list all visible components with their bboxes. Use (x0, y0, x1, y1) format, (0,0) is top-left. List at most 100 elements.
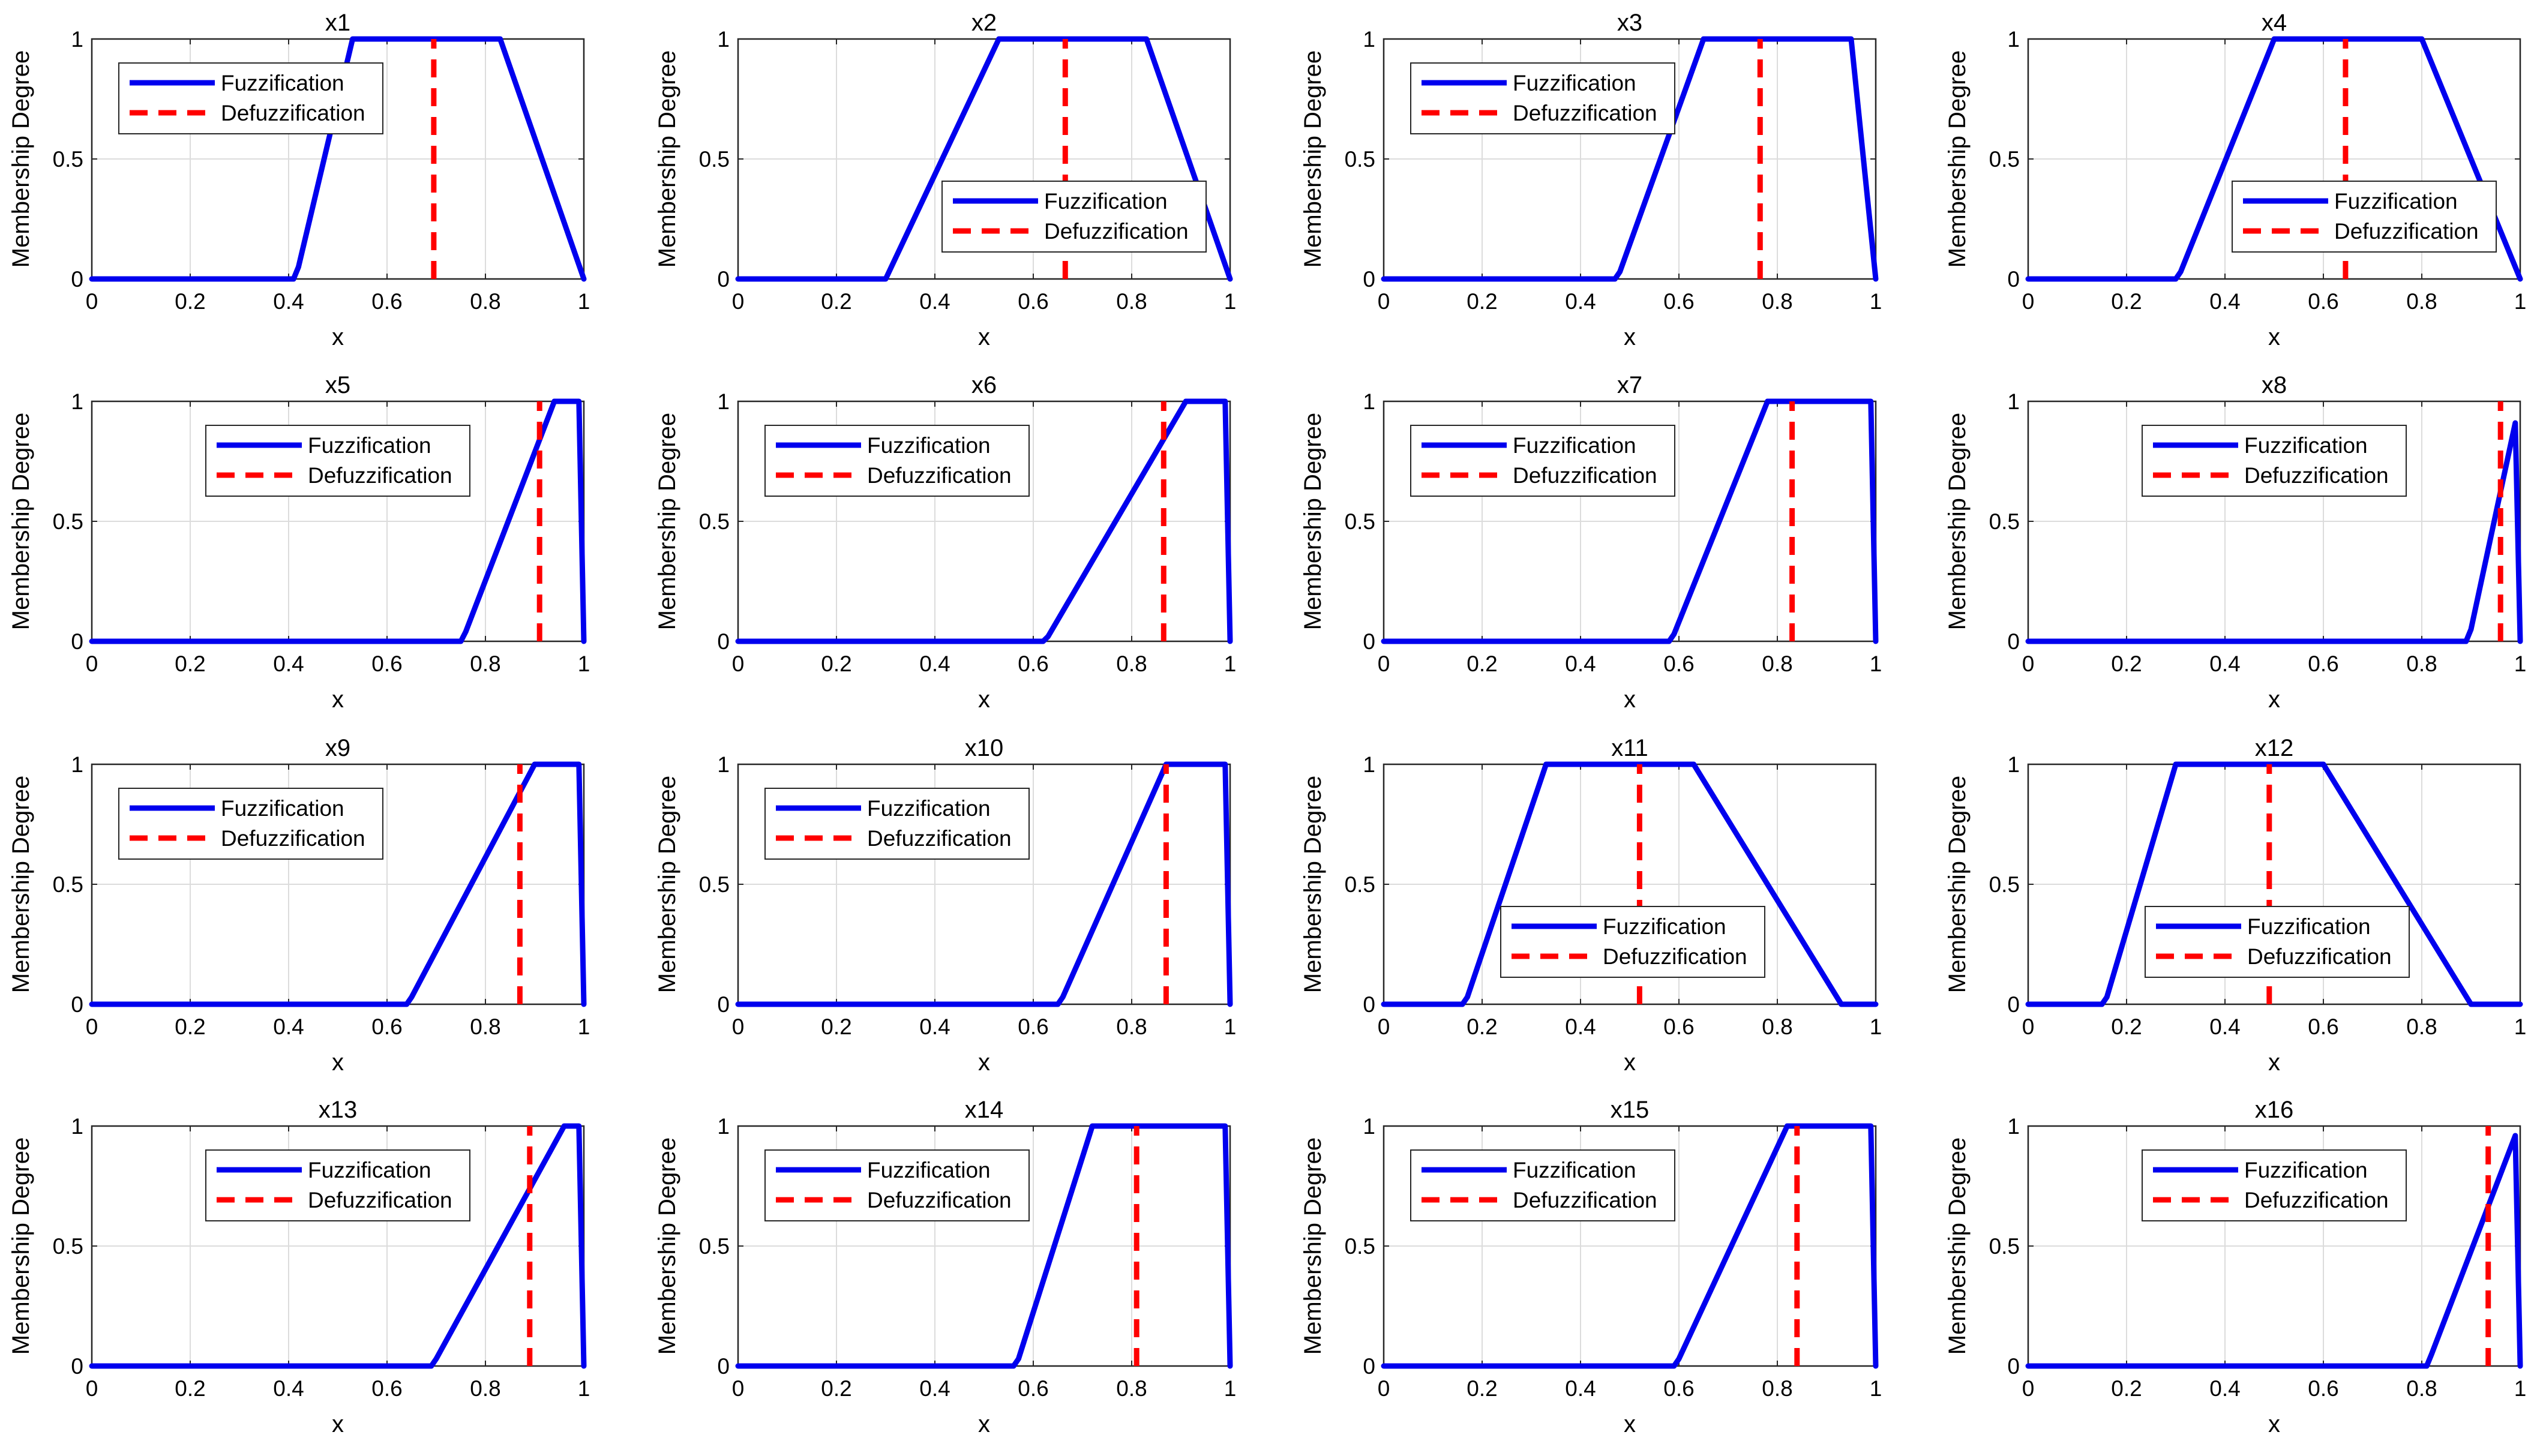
legend-label: Fuzzification (221, 71, 344, 95)
x-tick-label: 0.6 (371, 652, 402, 676)
legend-box (205, 425, 470, 497)
legend-label: Fuzzification (2247, 914, 2371, 939)
x-axis-label: x (1624, 1049, 1636, 1076)
x-tick-label: 0.2 (821, 1014, 851, 1039)
x-tick-label: 0.2 (2111, 1376, 2142, 1401)
y-tick-label: 0 (2007, 1354, 2020, 1379)
x-tick-label: 0 (86, 289, 98, 314)
legend: Fuzzification Defuzzification (2142, 425, 2407, 497)
subplot-x4: 0 0.2 0.4 0.6 0.8 1 0 0.5 1 x4 x Membership Degree F… (1944, 10, 2526, 350)
y-tick-label: 1 (1363, 1114, 1375, 1139)
legend-label: Fuzzification (2244, 1158, 2368, 1182)
y-tick-label: 0.5 (1989, 147, 2020, 172)
x-tick-label: 1 (578, 1376, 590, 1401)
legend-box (764, 788, 1030, 860)
legend-box (2145, 906, 2410, 978)
x-tick-label: 1 (1224, 1376, 1237, 1401)
legend-box (764, 1149, 1030, 1221)
x-tick-label: 0.4 (2209, 1014, 2240, 1039)
x-tick-label: 0 (2022, 1014, 2035, 1039)
y-axis-label: Membership Degree (1944, 50, 1971, 268)
x-tick-label: 0.2 (175, 1376, 205, 1401)
y-tick-label: 1 (2007, 752, 2020, 777)
x-tick-label: 0.2 (1467, 652, 1497, 676)
y-tick-label: 0 (71, 1354, 83, 1379)
x-tick-label: 0.6 (1018, 652, 1048, 676)
legend-box (941, 181, 1207, 253)
subplot-title: x11 (1611, 735, 1648, 761)
x-tick-label: 0.8 (2406, 289, 2437, 314)
subplot-x5: 0 0.2 0.4 0.6 0.8 1 0 0.5 1 x5 x Membership Degree F… (8, 372, 590, 713)
subplot-x10: 0 0.2 0.4 0.6 0.8 1 0 0.5 1 x10 x Membership Degree… (654, 735, 1236, 1076)
y-axis-label: Membership Degree (1300, 413, 1326, 630)
y-tick-label: 1 (717, 389, 730, 414)
y-tick-label: 1 (2007, 27, 2020, 52)
y-tick-label: 1 (71, 1114, 83, 1139)
x-tick-label: 0.8 (1116, 652, 1147, 676)
x-tick-label: 0 (1378, 1014, 1390, 1039)
x-tick-label: 1 (578, 1014, 590, 1039)
y-tick-label: 0 (717, 629, 730, 654)
y-axis-label: Membership Degree (1300, 1137, 1326, 1355)
y-tick-label: 0.5 (53, 509, 83, 534)
x-tick-label: 0.6 (2308, 289, 2338, 314)
x-tick-label: 0.2 (175, 1014, 205, 1039)
fuzzification-line (89, 36, 587, 282)
axes-box (1383, 38, 1877, 280)
y-axis-label: Membership Degree (654, 1137, 680, 1355)
x-tick-label: 1 (578, 289, 590, 314)
legend-label: Fuzzification (867, 796, 991, 821)
subplot-title: x13 (319, 1097, 358, 1123)
y-tick-label: 0.5 (1989, 509, 2020, 534)
x-axis-label: x (2268, 686, 2280, 713)
legend-label: Defuzzification (1513, 1188, 1657, 1212)
x-tick-label: 0.4 (919, 1376, 950, 1401)
legend: Fuzzification Defuzzification (205, 1149, 470, 1221)
legend-label: Defuzzification (2244, 463, 2389, 488)
y-tick-label: 0 (1363, 992, 1375, 1017)
subplot-x8: 0 0.2 0.4 0.6 0.8 1 0 0.5 1 x8 x Membership Degree F… (1944, 372, 2526, 713)
y-tick-label: 1 (71, 389, 83, 414)
legend-label: Defuzzification (308, 463, 452, 488)
subplot-title: x10 (965, 735, 1004, 761)
x-tick-label: 0.4 (2209, 289, 2240, 314)
x-tick-label: 0 (2022, 289, 2035, 314)
legend-label: Defuzzification (1513, 101, 1657, 125)
x-tick-label: 0.4 (2209, 652, 2240, 676)
x-tick-label: 0.4 (1565, 1014, 1596, 1039)
legend-box (1410, 425, 1675, 497)
x-tick-label: 0.2 (2111, 1014, 2142, 1039)
fuzzification-line (735, 761, 1233, 1007)
legend-box (2232, 181, 2497, 253)
legend: Fuzzification Defuzzification (764, 425, 1030, 497)
legend-label: Fuzzification (867, 1158, 991, 1182)
x-tick-label: 0.2 (1467, 1376, 1497, 1401)
x-axis-label: x (2268, 1049, 2280, 1076)
y-tick-label: 0 (717, 1354, 730, 1379)
x-tick-label: 0.2 (1467, 289, 1497, 314)
legend: Fuzzification Defuzzification (764, 788, 1030, 860)
legend: Fuzzification Defuzzification (1500, 906, 1765, 978)
x-tick-label: 0.4 (919, 652, 950, 676)
x-tick-label: 0 (732, 652, 745, 676)
x-tick-label: 0.6 (2308, 1014, 2338, 1039)
subplot-title: x5 (325, 372, 350, 398)
fuzzification-line (89, 761, 587, 1007)
subplot-title: x12 (2255, 735, 2294, 761)
x-tick-label: 0 (2022, 652, 2035, 676)
legend: Fuzzification Defuzzification (1410, 1149, 1675, 1221)
legend-label: Fuzzification (221, 796, 344, 821)
x-tick-label: 1 (2514, 1014, 2527, 1039)
y-tick-label: 0 (2007, 992, 2020, 1017)
x-axis-label: x (332, 1411, 344, 1437)
x-tick-label: 0 (86, 1014, 98, 1039)
legend-label: Fuzzification (2244, 433, 2368, 458)
fuzzification-line (1381, 36, 1879, 282)
x-tick-label: 0 (1378, 1376, 1390, 1401)
subplot-x12: 0 0.2 0.4 0.6 0.8 1 0 0.5 1 x12 x Membership Degree… (1944, 735, 2526, 1076)
legend-label: Defuzzification (308, 1188, 452, 1212)
x-tick-label: 0.2 (2111, 652, 2142, 676)
legend-box (1410, 62, 1675, 134)
subplot-x16: 0 0.2 0.4 0.6 0.8 1 0 0.5 1 x16 x Membership Degree… (1944, 1097, 2526, 1437)
